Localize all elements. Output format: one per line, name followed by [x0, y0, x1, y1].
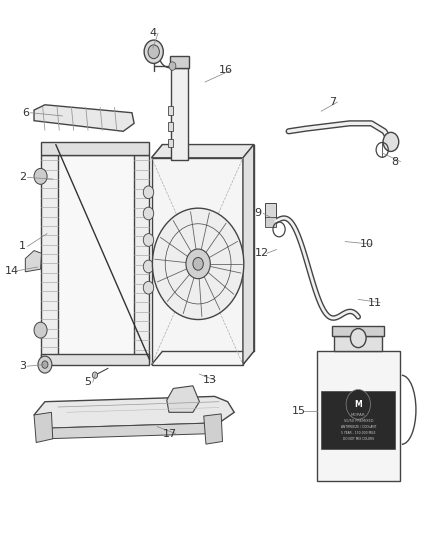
Bar [171, 68, 187, 160]
Circle shape [346, 390, 371, 419]
Circle shape [186, 249, 210, 279]
Polygon shape [34, 397, 234, 428]
Bar [51, 155, 136, 362]
Polygon shape [45, 423, 215, 439]
Text: 9: 9 [254, 208, 262, 219]
Circle shape [169, 62, 176, 70]
Bar [41, 354, 149, 365]
Text: 1: 1 [19, 241, 26, 252]
Text: 12: 12 [254, 248, 269, 259]
Circle shape [350, 328, 366, 348]
Circle shape [34, 322, 47, 338]
Bar [265, 203, 276, 219]
Circle shape [143, 260, 154, 273]
Circle shape [34, 168, 47, 184]
Text: 6: 6 [22, 108, 29, 118]
Bar [152, 158, 243, 365]
Text: 4: 4 [149, 28, 156, 38]
Polygon shape [34, 105, 134, 131]
Polygon shape [34, 413, 53, 442]
Text: 14: 14 [5, 266, 19, 276]
Text: 7: 7 [328, 97, 336, 107]
Text: 50/50 PREMIXED: 50/50 PREMIXED [343, 419, 373, 423]
Text: 17: 17 [163, 429, 177, 439]
Text: 2: 2 [19, 172, 26, 182]
Bar [317, 351, 399, 481]
Polygon shape [243, 144, 254, 365]
Bar [41, 155, 58, 362]
Bar [41, 142, 149, 155]
Text: 8: 8 [392, 157, 399, 166]
Polygon shape [25, 251, 42, 272]
Polygon shape [204, 414, 223, 444]
Circle shape [148, 45, 159, 59]
Bar [168, 139, 173, 147]
Bar [321, 391, 395, 449]
Bar [168, 106, 173, 115]
Text: ANTIFREEZE / COOLANT: ANTIFREEZE / COOLANT [341, 425, 376, 429]
Text: 10: 10 [360, 239, 374, 249]
Circle shape [143, 186, 154, 199]
Circle shape [144, 40, 163, 63]
Bar [134, 155, 149, 362]
Circle shape [143, 207, 154, 220]
Text: DO NOT MIX COLORS: DO NOT MIX COLORS [343, 438, 374, 441]
Text: MOPAR: MOPAR [351, 413, 366, 417]
Text: 5: 5 [84, 377, 91, 387]
Bar [334, 336, 382, 351]
Circle shape [143, 233, 154, 246]
Bar [332, 326, 385, 336]
Circle shape [38, 356, 52, 373]
Polygon shape [152, 144, 254, 158]
Text: 5 YEAR - 150,000 MILE: 5 YEAR - 150,000 MILE [341, 431, 375, 435]
Text: 3: 3 [19, 361, 26, 371]
Bar [265, 217, 276, 227]
Circle shape [143, 281, 154, 294]
Circle shape [92, 372, 98, 378]
Circle shape [383, 132, 399, 151]
Circle shape [152, 208, 244, 319]
Text: M: M [354, 400, 362, 409]
Text: 15: 15 [292, 406, 306, 416]
Bar [170, 56, 189, 68]
Circle shape [42, 361, 48, 368]
Text: 13: 13 [203, 375, 217, 385]
Polygon shape [167, 386, 199, 413]
Text: 11: 11 [368, 297, 382, 308]
Text: 16: 16 [219, 66, 233, 75]
Circle shape [193, 257, 203, 270]
Bar [168, 122, 173, 131]
